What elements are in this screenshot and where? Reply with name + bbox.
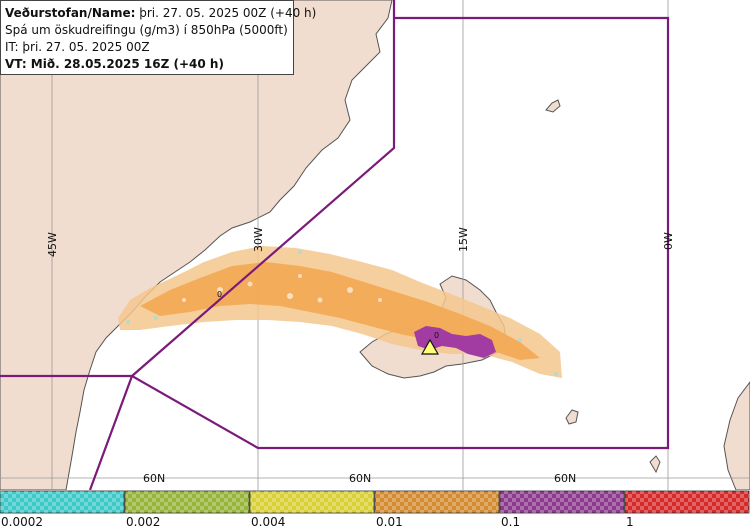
colorbar-tick-6: 1 [626,515,634,529]
advisory-boundaries [0,0,670,490]
colorbar-swatch-pattern-2 [125,491,249,513]
issuer-label: Veðurstofan/Name: [5,6,136,20]
colorbar-swatch-pattern-3 [250,491,374,513]
valid-time: VT: Mið. 28.05.2025 16Z (+40 h) [5,57,224,71]
parallel-label-3: 60N [554,472,576,485]
colorbar-swatch-pattern-1 [0,491,124,513]
parallel-label-2: 60N [349,472,371,485]
issuer-value: þri. 27. 05. 2025 00Z (+40 h) [135,6,317,20]
colorbar-swatch-pattern-4 [375,491,499,513]
norway-land [723,381,750,490]
shetland-islands [649,455,661,474]
volcano-triangle-icon [420,338,440,355]
ash-dispersion-map: 0 0 45W 30W 15W 0W 60N 60N 60N [0,0,750,490]
meridian-label-45w: 45W [46,232,59,257]
colorbar-swatch-pattern-5 [500,491,624,513]
meridian-label-30w: 30W [252,227,265,252]
colorbar-tick-5: 0.1 [501,515,521,529]
greenland-land [0,0,393,490]
forecast-info-box: Veðurstofan/Name: þri. 27. 05. 2025 00Z … [0,0,316,75]
colorbar-swatch-pattern-6 [625,491,749,513]
product-description: Spá um öskudreifingu (g/m3) í 850hPa (50… [5,23,288,37]
colorbar-tick-1: 0.0002 [1,515,43,529]
meridian-label-15w: 15W [457,227,470,252]
ash-plume-high [414,326,496,358]
parallel-label-1: 60N [143,472,165,485]
faroe-islands [565,409,579,425]
colorbar-tick-4: 0.01 [376,515,403,529]
issuer-line: Veðurstofan/Name: þri. 27. 05. 2025 00Z … [5,5,316,22]
plume-contour-marker: 0 [217,290,222,299]
volcano-source-marker: 0 [434,331,439,340]
jan-mayen-island [545,99,561,113]
initial-time: IT: þri. 27. 05. 2025 00Z [5,40,150,54]
concentration-colorbar [0,490,750,514]
meridian-label-0w: 0W [662,232,675,250]
colorbar-tick-labels: 0.0002 0.002 0.004 0.01 0.1 1 [0,514,750,532]
colorbar-tick-2: 0.002 [126,515,161,529]
colorbar-tick-3: 0.004 [251,515,286,529]
ash-plume [118,246,562,378]
